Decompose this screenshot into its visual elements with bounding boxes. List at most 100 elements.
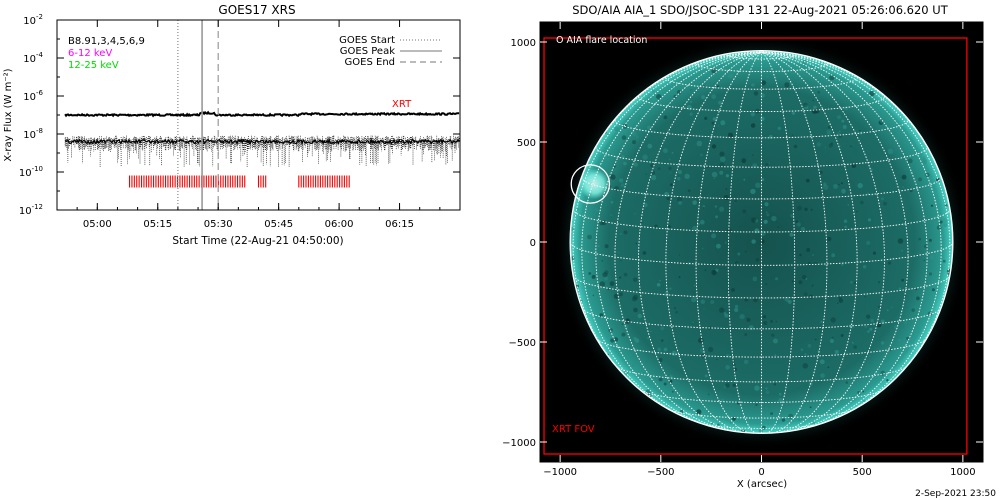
disk-speckle: [820, 320, 823, 324]
channel-label-b8: B8.91,3,4,5,6,9: [68, 36, 145, 47]
disk-speckle: [857, 182, 863, 189]
disk-speckle: [774, 354, 777, 357]
disk-speckle: [619, 233, 622, 235]
disk-speckle: [809, 406, 812, 409]
disk-speckle: [680, 85, 686, 91]
disk-speckle: [591, 274, 596, 279]
longitude-line: [761, 51, 796, 434]
disk-speckle: [711, 94, 717, 100]
disk-speckle: [610, 200, 614, 204]
solar-limb: [569, 50, 954, 434]
disk-speckle: [800, 348, 804, 352]
disk-speckle: [673, 307, 677, 310]
legend-goes-end: GOES End: [345, 57, 395, 68]
disk-speckle: [841, 86, 847, 92]
disk-speckle: [768, 134, 773, 139]
disk-speckle: [642, 251, 647, 255]
disk-speckle: [600, 286, 605, 290]
disk-speckle: [703, 308, 705, 310]
xrt-segment: [128, 175, 246, 188]
disk-speckle: [791, 280, 794, 283]
disk-speckle: [736, 419, 740, 423]
aia-map-title: SDO/AIA AIA_1 SDO/JSOC-SDP 131 22-Aug-20…: [572, 3, 948, 17]
disk-speckle: [725, 383, 730, 388]
disk-speckle: [901, 137, 905, 140]
disk-speckle: [650, 174, 657, 181]
disk-speckle: [754, 385, 760, 391]
disk-speckle: [784, 296, 790, 302]
disk-speckle: [840, 334, 844, 337]
disk-speckle: [701, 95, 706, 100]
disk-speckle: [635, 135, 639, 139]
disk-speckle: [635, 242, 638, 245]
disk-speckle: [930, 204, 934, 207]
disk-speckle: [847, 204, 849, 206]
disk-speckle: [648, 94, 650, 96]
disk-speckle: [650, 163, 655, 168]
disk-speckle: [618, 142, 621, 145]
disk-speckle: [829, 74, 835, 81]
disk-speckle: [657, 347, 662, 352]
disk-speckle: [663, 382, 667, 386]
disk-speckle: [619, 276, 622, 279]
disk-speckle: [901, 174, 907, 180]
disk-speckle: [726, 354, 730, 358]
disk-speckle: [588, 272, 592, 275]
disk-speckle: [804, 353, 807, 356]
disk-speckle: [823, 182, 827, 186]
map-x-tick-label: −500: [647, 467, 674, 478]
disk-speckle: [658, 358, 663, 362]
disk-speckle: [778, 392, 782, 396]
goes-y-tick-base: 10: [23, 16, 36, 27]
disk-speckle: [878, 120, 884, 125]
disk-speckle: [817, 90, 821, 94]
disk-speckle: [813, 105, 817, 110]
disk-speckle: [814, 375, 816, 377]
disk-speckle: [936, 178, 941, 182]
goes-y-tick-exp: -12: [32, 203, 43, 211]
disk-speckle: [645, 173, 647, 175]
disk-speckle: [618, 178, 624, 183]
disk-speckle: [657, 167, 661, 170]
disk-speckle: [692, 321, 694, 324]
disk-speckle: [712, 117, 717, 121]
map-y-tick-label: −1000: [502, 438, 536, 449]
disk-speckle: [942, 259, 946, 263]
disk-speckle: [588, 207, 591, 210]
disk-speckle: [711, 144, 717, 149]
disk-speckle: [907, 158, 913, 164]
disk-speckle: [791, 111, 794, 115]
disk-speckle: [913, 305, 917, 308]
disk-speckle: [883, 201, 887, 206]
disk-speckle: [734, 304, 739, 309]
disk-speckle: [621, 135, 627, 140]
disk-speckle: [903, 320, 908, 325]
disk-speckle: [791, 134, 794, 136]
disk-speckle: [613, 293, 619, 299]
disk-speckle: [711, 233, 717, 239]
disk-speckle: [754, 228, 760, 234]
disk-speckle: [838, 296, 842, 300]
disk-speckle: [660, 326, 665, 331]
latitude-line: [638, 96, 885, 112]
disk-speckle: [798, 418, 801, 422]
disk-speckle: [803, 292, 808, 297]
latitude-line: [614, 120, 909, 139]
disk-speckle: [723, 194, 730, 201]
disk-speckle: [752, 276, 758, 282]
disk-speckle: [719, 151, 725, 157]
disk-speckle: [696, 409, 702, 415]
xrt-observation-marks: [128, 175, 350, 188]
disk-speckle: [793, 144, 798, 149]
disk-speckle: [812, 100, 815, 102]
disk-speckle: [621, 323, 624, 325]
disk-speckle: [814, 108, 820, 114]
disk-speckle: [762, 315, 767, 319]
disk-speckle: [641, 371, 645, 375]
disk-speckle: [811, 284, 814, 287]
disk-speckle: [739, 313, 745, 320]
disk-speckle: [719, 307, 725, 313]
goes-legend: GOES Start GOES Peak GOES End: [339, 35, 442, 68]
disk-speckle: [819, 170, 823, 174]
disk-speckle: [687, 189, 691, 193]
